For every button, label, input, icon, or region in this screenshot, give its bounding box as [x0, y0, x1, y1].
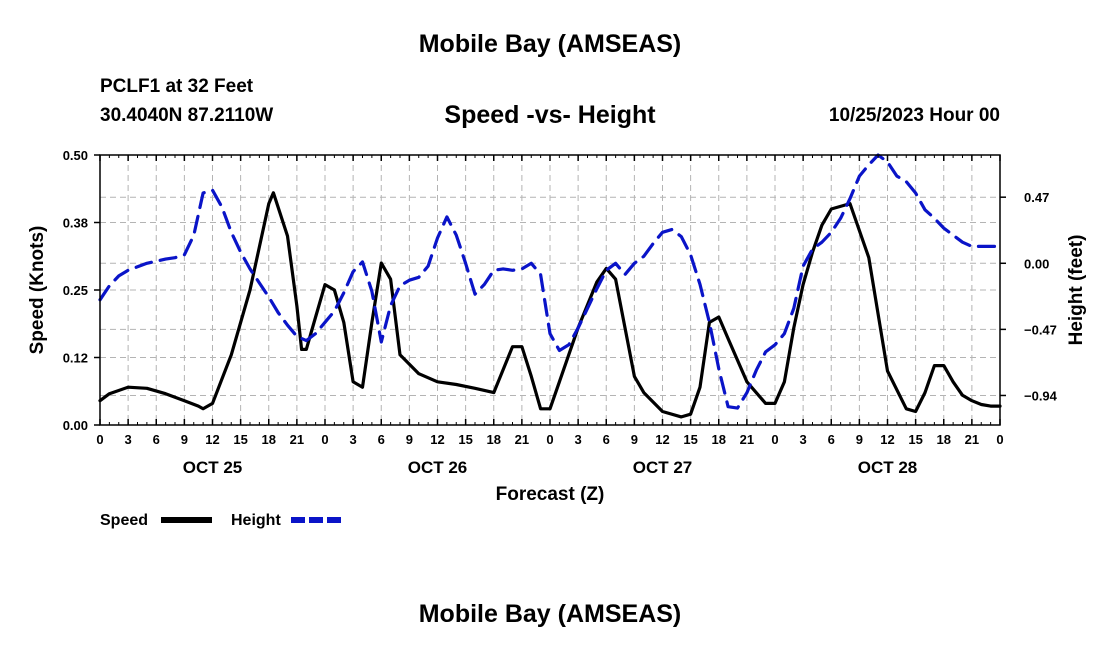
- x-tick-label: 18: [262, 432, 276, 447]
- date-label: OCT 27: [633, 458, 693, 477]
- x-tick-label: 15: [458, 432, 472, 447]
- speed-series-line: [98, 191, 1002, 419]
- x-tick-label: 0: [996, 432, 1003, 447]
- x-tick-label: 6: [603, 432, 610, 447]
- x-tick-label: 3: [800, 432, 807, 447]
- grid: [100, 155, 1000, 425]
- x-axis-title: Forecast (Z): [496, 484, 605, 505]
- legend-height-label: Height: [231, 512, 281, 529]
- chart-title: Speed -vs- Height: [444, 101, 656, 129]
- x-tick-label: 9: [181, 432, 188, 447]
- legend: Speed Height: [100, 512, 342, 529]
- y-tick-label: 0.00: [63, 418, 88, 433]
- x-tick-label: 21: [290, 432, 304, 447]
- x-tick-label: 3: [575, 432, 582, 447]
- x-tick-label: 6: [153, 432, 160, 447]
- x-tick-label: 3: [350, 432, 357, 447]
- date-label: OCT 26: [408, 458, 468, 477]
- x-tick-label: 12: [655, 432, 669, 447]
- y2-tick-label: −0.94: [1024, 388, 1058, 403]
- x-tick-label: 18: [712, 432, 726, 447]
- x-tick-label: 9: [856, 432, 863, 447]
- x-tick-label: 18: [937, 432, 951, 447]
- y-tick-label: 0.25: [63, 283, 88, 298]
- date-label: OCT 25: [183, 458, 243, 477]
- date-label: OCT 28: [858, 458, 918, 477]
- station-label: PCLF1 at 32 Feet: [100, 76, 254, 97]
- x-tick-label: 21: [515, 432, 529, 447]
- y2-tick-label: 0.00: [1024, 256, 1049, 271]
- x-tick-label: 3: [125, 432, 132, 447]
- x-tick-label: 9: [631, 432, 638, 447]
- page-title: Mobile Bay (AMSEAS): [418, 30, 682, 58]
- x-tick-label: 9: [406, 432, 413, 447]
- tick-layer: 0 3 6 9 12 15 18 21 0 3 6 9 12 15 18 21 0 3 6 9 12 15 18 21 0 3 6 9…: [63, 148, 1058, 477]
- x-tick-label: 21: [965, 432, 979, 447]
- forecast-run-time: 10/25/2023 Hour 00: [828, 105, 1000, 126]
- legend-speed-label: Speed: [100, 512, 148, 529]
- x-tick-label: 0: [321, 432, 328, 447]
- x-tick-label: 15: [233, 432, 247, 447]
- x-tick-label: 12: [205, 432, 219, 447]
- x-tick-label: 0: [546, 432, 553, 447]
- y-tick-label: 0.50: [63, 148, 88, 163]
- x-tick-label: 15: [683, 432, 697, 447]
- bottom-title: Mobile Bay (AMSEAS): [418, 600, 682, 628]
- x-tick-label: 21: [740, 432, 754, 447]
- y-tick-label: 0.12: [63, 351, 88, 366]
- x-tick-label: 0: [96, 432, 103, 447]
- x-tick-label: 6: [378, 432, 385, 447]
- x-tick-label: 6: [828, 432, 835, 447]
- y-axis-title: Speed (Knots): [27, 226, 48, 355]
- y2-tick-label: −0.47: [1024, 322, 1057, 337]
- x-tick-label: 12: [880, 432, 894, 447]
- y-tick-label: 0.38: [63, 216, 88, 231]
- y2-axis-title: Height (feet): [1066, 235, 1087, 346]
- x-tick-label: 0: [771, 432, 778, 447]
- x-tick-label: 15: [908, 432, 922, 447]
- x-tick-label: 12: [430, 432, 444, 447]
- x-tick-label: 18: [487, 432, 501, 447]
- y2-tick-label: 0.47: [1024, 190, 1049, 205]
- series-layer: [98, 153, 1002, 419]
- height-series-line: [98, 153, 1002, 410]
- station-coordinates: 30.4040N 87.2110W: [100, 105, 274, 126]
